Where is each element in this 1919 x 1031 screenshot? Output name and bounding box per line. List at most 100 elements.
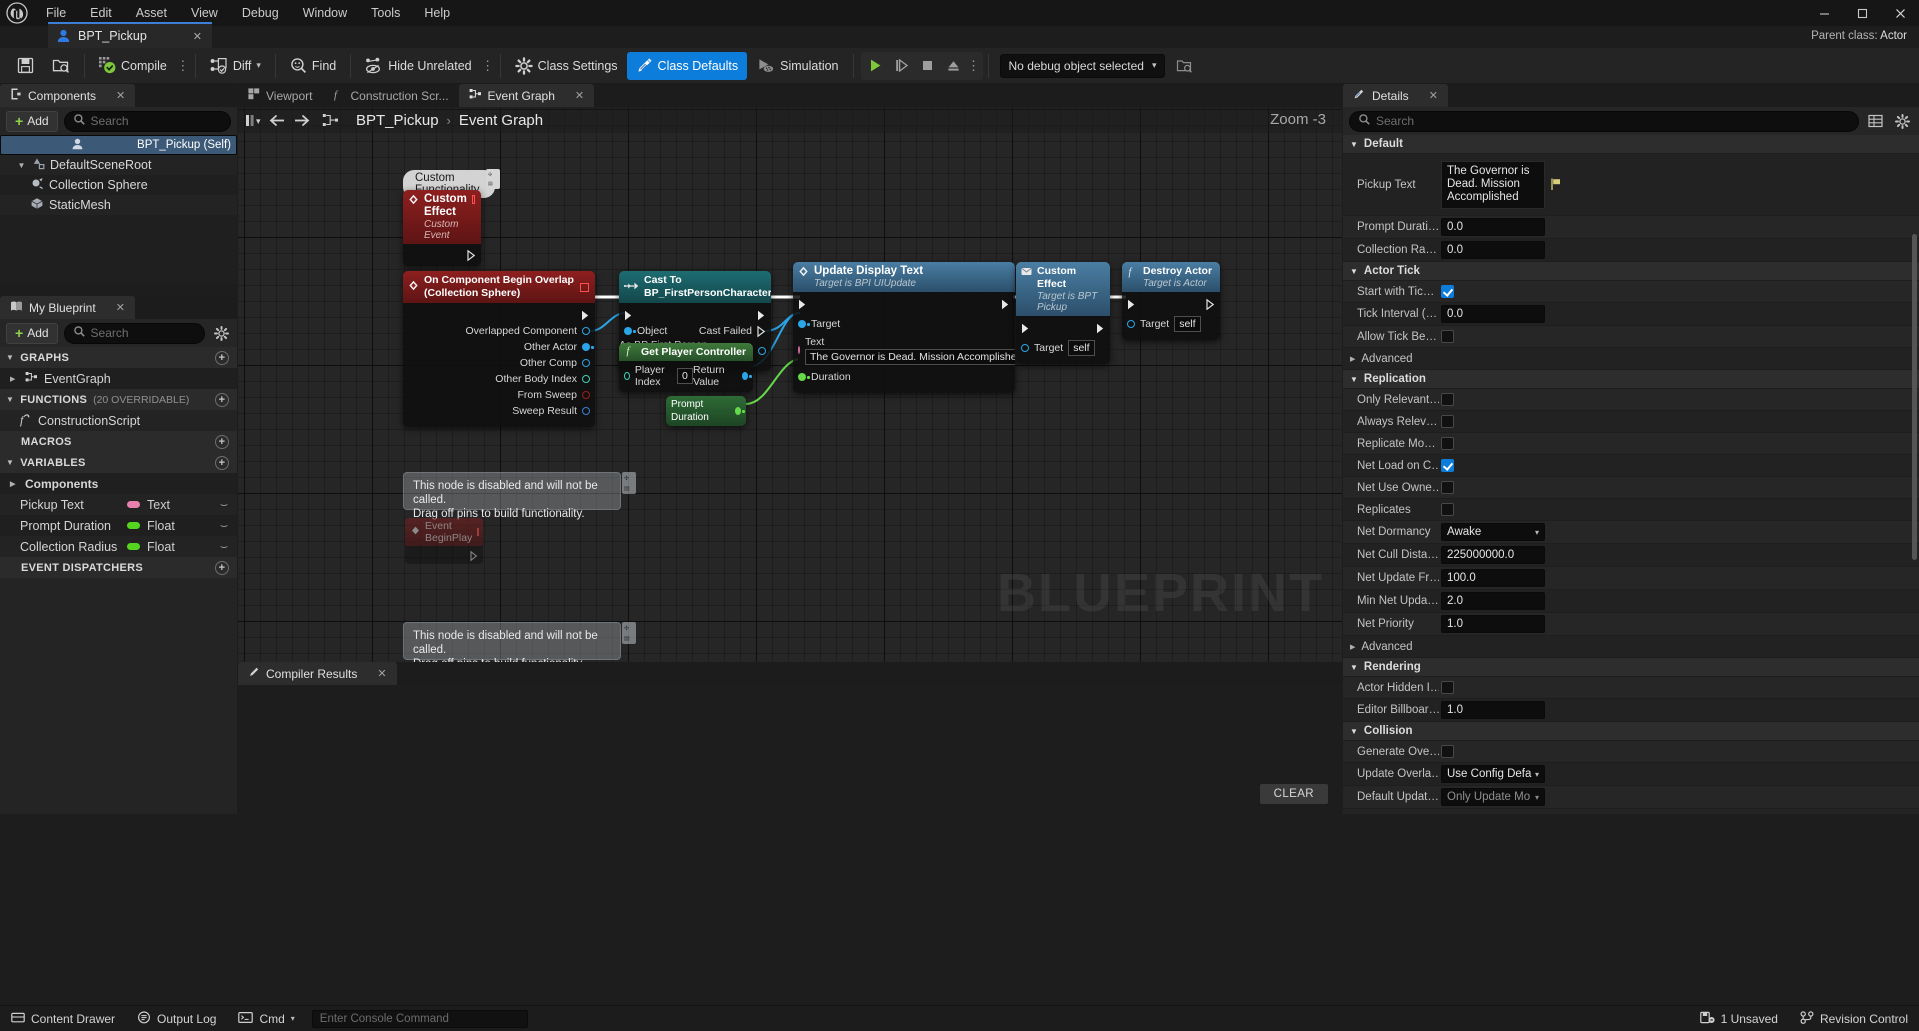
graph-options-icon[interactable]: ▾ (242, 109, 264, 131)
menu-help[interactable]: Help (424, 6, 451, 20)
component-row-defaultsceneroot[interactable]: ▼ DefaultSceneRoot (0, 155, 237, 175)
comment-bubble-pin-icon[interactable]: ✣ ▤ (486, 169, 500, 189)
graph-item-eventgraph[interactable]: ▶ EventGraph (0, 368, 237, 389)
data-pin-icon[interactable] (582, 359, 590, 367)
variable-row-collection-radius[interactable]: Collection Radius Float ⌣ (0, 536, 237, 557)
data-pin-icon[interactable] (582, 391, 590, 399)
pin-value-text[interactable]: The Governor is Dead. Mission Accomplish… (805, 349, 1015, 365)
details-section-collision[interactable]: ▼ Collision (1343, 722, 1919, 741)
pin-exec-out[interactable] (470, 550, 478, 564)
chevron-right-icon[interactable]: ▶ (1350, 643, 1356, 651)
default-update-overlaps-dropdown[interactable]: Only Update Mo ▾ (1441, 788, 1545, 806)
pin-sweep-result[interactable]: Sweep Result (403, 403, 595, 419)
comment-pin-icon[interactable]: ✣ ▤ (622, 472, 636, 494)
menu-window[interactable]: Window (302, 6, 348, 20)
console-command-input[interactable]: Enter Console Command (311, 1009, 528, 1028)
event-delegate-pin[interactable] (471, 195, 475, 204)
data-pin-icon[interactable] (798, 346, 800, 354)
add-function-button[interactable]: + (215, 392, 229, 407)
simulation-button[interactable]: Simulation (747, 52, 847, 80)
chevron-down-icon[interactable]: ▼ (17, 160, 26, 170)
pin-from-sweep[interactable]: From Sweep (403, 387, 595, 403)
node-cast-to-bp-firstpersoncharacter[interactable]: Cast To BP_FirstPersonCharacter (619, 271, 771, 371)
pin-exec-in[interactable] (1016, 323, 1030, 334)
min-net-update-frequency-field[interactable] (1441, 592, 1545, 610)
net-priority-field[interactable] (1441, 615, 1545, 633)
revision-control-button[interactable]: Revision Control (1789, 1006, 1919, 1031)
tab-components[interactable]: Components ✕ (0, 84, 136, 107)
tab-my-blueprint[interactable]: My Blueprint ✕ (0, 296, 135, 319)
prompt-duration-field[interactable] (1441, 218, 1545, 236)
net-load-on-client-checkbox[interactable] (1441, 459, 1454, 472)
add-event-dispatcher-button[interactable]: + (215, 560, 229, 575)
unsaved-button[interactable]: 1 Unsaved (1689, 1006, 1789, 1031)
breadcrumb-root[interactable]: BPT_Pickup (356, 111, 439, 129)
pin-value-player-index[interactable]: 0 (677, 368, 694, 384)
pin-object[interactable]: Object (619, 323, 667, 339)
blueprint-settings-icon[interactable] (211, 325, 231, 341)
data-pin-icon[interactable] (582, 343, 594, 351)
allow-tick-before-checkbox[interactable] (1441, 330, 1454, 343)
pin-exec-in[interactable] (793, 299, 807, 310)
tab-compiler-results-close-icon[interactable]: ✕ (377, 668, 387, 680)
event-delegate-pin[interactable] (477, 528, 480, 536)
menu-edit[interactable]: Edit (90, 6, 112, 20)
tick-interval-field[interactable] (1441, 305, 1545, 323)
replicate-movement-checkbox[interactable] (1441, 437, 1454, 450)
eye-icon[interactable]: ⌣ (219, 539, 229, 553)
compile-options-icon[interactable]: ⋮ (176, 57, 190, 73)
pin-exec-out[interactable] (757, 310, 771, 321)
asset-tab-close-icon[interactable]: ✕ (192, 30, 202, 43)
net-cull-distance-field[interactable] (1441, 546, 1545, 564)
node-on-component-begin-overlap[interactable]: On Component Begin Overlap (Collection S… (403, 271, 595, 427)
step-button[interactable] (889, 53, 915, 79)
event-delegate-pin[interactable] (580, 282, 589, 292)
pin-exec-in[interactable] (1122, 299, 1136, 310)
node-event-begin-play-disabled[interactable]: Event BeginPlay (405, 518, 483, 564)
eye-icon[interactable]: ⌣ (219, 518, 229, 532)
section-variables[interactable]: ▼ VARIABLES + (0, 452, 237, 473)
data-pin-icon[interactable] (582, 375, 590, 383)
exec-out-pin[interactable] (467, 249, 476, 264)
data-pin-icon[interactable] (734, 407, 746, 415)
data-pin-icon[interactable] (624, 372, 630, 380)
chevron-right-icon[interactable]: ▶ (10, 375, 16, 383)
add-component-button[interactable]: + Add (6, 110, 58, 132)
pin-other-actor[interactable]: Other Actor (403, 339, 595, 355)
graph-forward-icon[interactable] (290, 109, 312, 131)
data-pin-icon[interactable] (1021, 344, 1029, 352)
close-button[interactable] (1881, 0, 1919, 26)
pin-value-target[interactable]: self (1174, 316, 1201, 332)
class-defaults-button[interactable]: Class Defaults (626, 51, 748, 80)
details-row-advanced-tick[interactable]: ▶ Advanced (1343, 348, 1919, 370)
details-section-actor-tick[interactable]: ▼ Actor Tick (1343, 262, 1919, 281)
hide-unrelated-button[interactable]: Hide Unrelated (356, 52, 480, 80)
details-section-rendering[interactable]: ▼ Rendering (1343, 658, 1919, 677)
node-prompt-duration-variable[interactable]: Prompt Duration (666, 396, 746, 426)
diff-button[interactable]: Diff ▾ (201, 52, 270, 80)
pin-target[interactable]: Target (793, 316, 1015, 332)
details-view-options-icon[interactable] (1865, 114, 1885, 128)
pickup-text-field[interactable]: The Governor is Dead. Mission Accomplish… (1441, 160, 1545, 209)
pin-target[interactable]: Target self (1122, 316, 1220, 332)
section-macros[interactable]: MACROS + (0, 431, 237, 452)
tab-details-close-icon[interactable]: ✕ (1428, 90, 1438, 102)
menu-debug[interactable]: Debug (241, 6, 279, 20)
graph-zoom-to-fit-icon[interactable] (320, 109, 342, 131)
node-get-player-controller[interactable]: f Get Player Controller Player Index 0 R… (619, 343, 753, 392)
content-drawer-button[interactable]: Content Drawer (0, 1006, 126, 1031)
net-dormancy-dropdown[interactable]: Awake ▾ (1441, 523, 1545, 541)
asset-tab-bpt-pickup[interactable]: BPT_Pickup ✕ (48, 22, 212, 48)
pin-exec-out[interactable] (1206, 298, 1220, 310)
pin-exec-out[interactable] (403, 307, 595, 323)
data-pin-icon[interactable] (582, 407, 590, 415)
comment-disabled-begin-play[interactable]: This node is disabled and will not be ca… (403, 472, 621, 520)
data-pin-icon[interactable] (798, 320, 810, 328)
details-search-input[interactable]: Search (1349, 110, 1859, 132)
clear-compiler-results-button[interactable]: CLEAR (1259, 784, 1328, 804)
compile-button[interactable]: Compile (90, 52, 176, 80)
breadcrumb-current[interactable]: Event Graph (458, 111, 544, 129)
tab-event-graph[interactable]: Event Graph ✕ (458, 84, 595, 107)
node-custom-effect-event[interactable]: Custom Effect Custom Event (403, 190, 481, 266)
update-overlaps-method-dropdown[interactable]: Use Config Defa ▾ (1441, 765, 1545, 783)
